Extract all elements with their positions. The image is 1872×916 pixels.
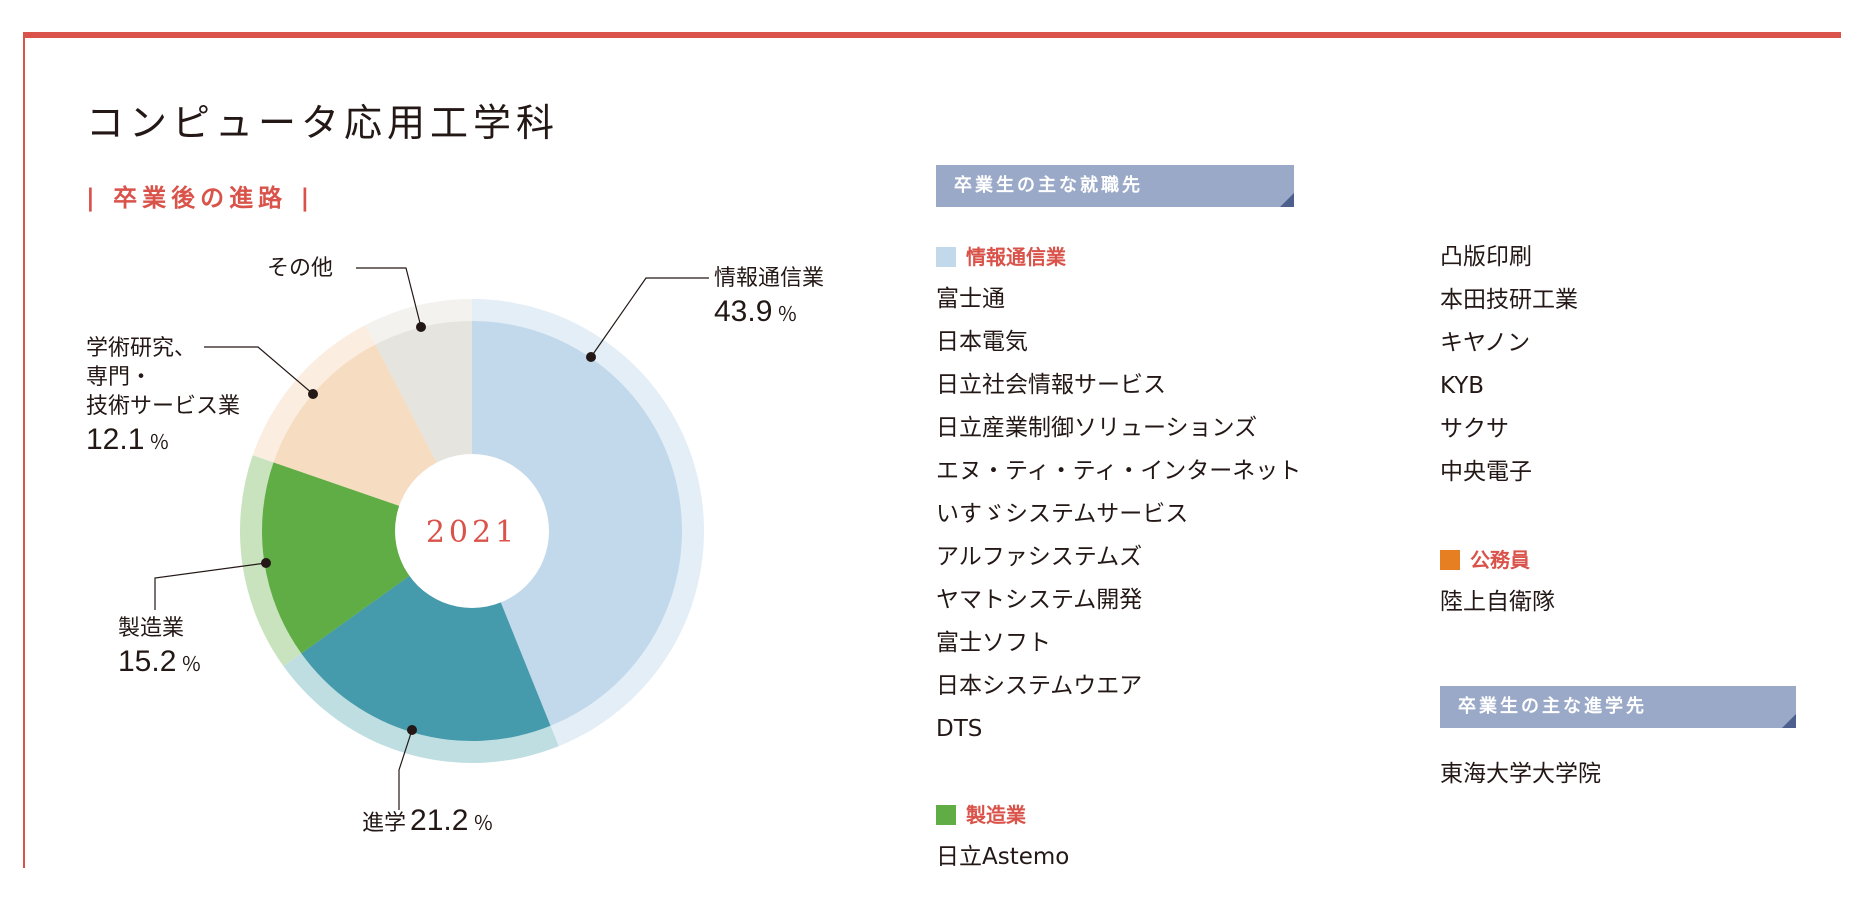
list-item: 凸版印刷 <box>1440 244 1532 270</box>
info-industry-label: 情報通信業 <box>966 245 1066 269</box>
label-research-line2: 専門・ <box>86 365 153 390</box>
donut-slice-0 <box>472 321 682 726</box>
label-info-value: 43.9 <box>714 295 773 328</box>
leader-info <box>590 277 709 358</box>
label-advance-value: 21.2 <box>410 804 469 837</box>
list-item: 日本システムウエア <box>936 673 1143 699</box>
banner-fold-icon <box>1280 193 1294 207</box>
list-item: 日立産業制御ソリューションズ <box>936 415 1258 441</box>
info-company-list: 富士通 日本電気 日立社会情報サービス 日立産業制御ソリューションズ エヌ・ティ… <box>936 278 1301 751</box>
public-service-list: 陸上自衛隊 <box>1440 581 1555 624</box>
list-item: 中央電子 <box>1440 459 1532 485</box>
list-item: KYB <box>1440 373 1485 399</box>
top-accent-rule <box>23 32 1841 38</box>
manufacturing-company-list-b: 凸版印刷 本田技研工業 キヤノン KYB サクサ 中央電子 <box>1440 236 1578 494</box>
manufacturing-company-list-a: 日立Astemo <box>936 836 1069 879</box>
label-other: その他 <box>267 254 333 283</box>
dot-research <box>308 389 318 399</box>
info-swatch-icon <box>936 247 956 267</box>
label-research-pct: 12.1 ％ <box>86 421 240 462</box>
label-info-unit: ％ <box>777 304 798 326</box>
label-info-pct: 43.9 ％ <box>714 293 824 334</box>
banner-fold-icon <box>1782 714 1796 728</box>
list-item: ヤマトシステム開発 <box>936 587 1143 613</box>
career-donut-chart: 2021 <box>154 267 709 810</box>
list-item: 陸上自衛隊 <box>1440 589 1555 615</box>
list-item: 富士ソフト <box>936 630 1051 656</box>
label-manufacturing-value: 15.2 <box>118 645 177 678</box>
leader-manufacturing <box>154 562 267 610</box>
label-research-unit: ％ <box>149 432 170 454</box>
label-advance-unit: ％ <box>473 813 494 835</box>
list-item: 東海大学大学院 <box>1440 761 1601 787</box>
dot-manufacturing <box>261 558 271 568</box>
label-research-line1: 学術研究、 <box>86 336 197 361</box>
label-advance-name: 進学 <box>362 811 407 836</box>
list-item: 日立Astemo <box>936 844 1070 870</box>
further-study-banner-label: 卒業生の主な進学先 <box>1458 696 1647 717</box>
label-manufacturing: 製造業 15.2 ％ <box>118 614 201 684</box>
left-accent-rule <box>23 32 25 868</box>
page-title: コンピュータ応用工学科 <box>86 101 560 145</box>
leader-dots <box>261 322 596 735</box>
public-service-heading: 公務員 <box>1440 546 1530 574</box>
slice-layer <box>261 321 682 741</box>
further-study-list: 東海大学大学院 <box>1440 753 1601 796</box>
label-info: 情報通信業 43.9 ％ <box>714 264 824 334</box>
leader-research <box>204 346 314 395</box>
label-research-value: 12.1 <box>86 423 145 456</box>
label-advance: 進学 21.2 ％ <box>362 806 493 839</box>
list-item: DTS <box>936 716 983 742</box>
public-swatch-icon <box>1440 550 1460 570</box>
label-manufacturing-unit: ％ <box>181 654 202 676</box>
label-research-line3: 技術サービス業 <box>86 394 241 419</box>
leader-other <box>356 267 422 328</box>
donut-hole <box>395 454 549 608</box>
label-manufacturing-pct: 15.2 ％ <box>118 643 201 684</box>
list-item: 日立社会情報サービス <box>936 372 1166 398</box>
list-item: 日本電気 <box>936 329 1028 355</box>
label-advance-pct: 21.2 ％ <box>410 804 493 837</box>
dot-info <box>586 352 596 362</box>
label-info-name: 情報通信業 <box>714 266 825 291</box>
dot-other <box>416 322 426 332</box>
employment-banner: 卒業生の主な就職先 <box>936 165 1294 207</box>
public-service-label: 公務員 <box>1470 548 1530 572</box>
list-item: 本田技研工業 <box>1440 287 1578 313</box>
leader-advance <box>398 729 413 810</box>
manufacturing-industry-label: 製造業 <box>966 803 1026 827</box>
list-item: 富士通 <box>936 286 1005 312</box>
manufacturing-swatch-icon <box>936 805 956 825</box>
list-item: サクサ <box>1440 416 1509 442</box>
label-other-name: その他 <box>267 256 334 281</box>
dot-advance <box>407 725 417 735</box>
manufacturing-industry-heading: 製造業 <box>936 801 1026 829</box>
list-item: キヤノン <box>1440 330 1531 356</box>
list-item: いすゞシステムサービス <box>936 501 1189 527</box>
chart-center-year: 2021 <box>426 515 518 550</box>
career-section-heading: | 卒業後の進路 | <box>86 184 315 212</box>
label-manufacturing-name: 製造業 <box>118 616 185 641</box>
employment-banner-label: 卒業生の主な就職先 <box>954 175 1143 196</box>
further-study-banner: 卒業生の主な進学先 <box>1440 686 1796 728</box>
list-item: エヌ・ティ・ティ・インターネット <box>936 458 1302 484</box>
donut-slice-2 <box>261 462 472 654</box>
info-industry-heading: 情報通信業 <box>936 243 1066 271</box>
leader-lines <box>154 267 709 810</box>
list-item: アルファシステムズ <box>936 544 1143 570</box>
label-research: 学術研究、 専門・ 技術サービス業 12.1 ％ <box>86 334 240 462</box>
